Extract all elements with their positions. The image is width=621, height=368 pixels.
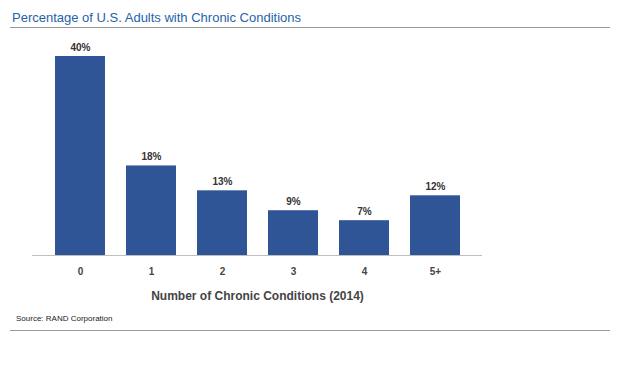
svg-text:3: 3 (291, 266, 297, 277)
svg-text:0: 0 (78, 266, 84, 277)
svg-text:Number of Chronic Conditions (: Number of Chronic Conditions (2014) (151, 289, 364, 303)
svg-text:4: 4 (362, 266, 368, 277)
svg-text:9%: 9% (286, 196, 301, 207)
svg-text:2: 2 (220, 266, 226, 277)
html-text:Source: RAND Corporation: Source: RAND Corporation (16, 314, 113, 323)
svg-text:7%: 7% (357, 206, 372, 217)
svg-text:12%: 12% (425, 181, 445, 192)
svg-text:5+: 5+ (430, 266, 442, 277)
svg-text:18%: 18% (141, 151, 161, 162)
svg-text:1: 1 (149, 266, 155, 277)
html-text:Percentage of U.S. Adults with: Percentage of U.S. Adults with Chronic C… (12, 10, 301, 25)
svg-text:40%: 40% (70, 42, 90, 53)
svg-text:13%: 13% (212, 176, 232, 187)
